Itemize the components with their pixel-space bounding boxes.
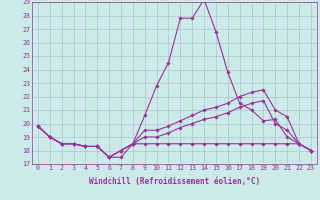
X-axis label: Windchill (Refroidissement éolien,°C): Windchill (Refroidissement éolien,°C) <box>89 177 260 186</box>
